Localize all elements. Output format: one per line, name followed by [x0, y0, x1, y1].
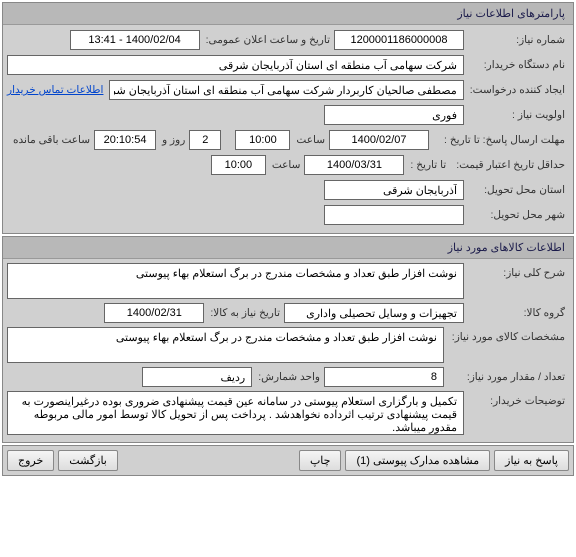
- unit-label: واحد شمارش:: [252, 371, 324, 383]
- group-label: گروه کالا:: [464, 307, 569, 319]
- validity-date-field: [304, 155, 404, 175]
- exit-button[interactable]: خروج: [7, 450, 54, 471]
- deadline-time-label: ساعت: [290, 134, 329, 146]
- validity-label: حداقل تاریخ اعتبار قیمت:: [450, 159, 569, 171]
- deadline-date-field: [329, 130, 429, 150]
- priority-label: اولویت نیاز :: [464, 109, 569, 121]
- org-label: نام دستگاه خریدار:: [464, 59, 569, 71]
- announce-label: تاریخ و ساعت اعلان عمومی:: [200, 34, 334, 46]
- validity-to-label: تا تاریخ :: [404, 159, 450, 171]
- attachments-button[interactable]: مشاهده مدارک پیوستی (1): [345, 450, 490, 471]
- validity-time-field: [211, 155, 266, 175]
- back-button[interactable]: بازگشت: [58, 450, 118, 471]
- announce-field: [70, 30, 200, 50]
- delivery-city-label: شهر محل تحویل:: [464, 209, 569, 221]
- delivery-city-field: [324, 205, 464, 225]
- recv-date-field: [104, 303, 204, 323]
- spec-label: مشخصات کالای مورد نیاز:: [444, 327, 569, 343]
- deadline-time-field: [235, 130, 290, 150]
- respond-button[interactable]: پاسخ به نیاز: [494, 450, 569, 471]
- priority-field: [324, 105, 464, 125]
- need-params-panel: پارامترهای اطلاعات نیاز شماره نیاز: تاری…: [2, 2, 574, 234]
- desc-field: [7, 263, 464, 299]
- creator-label: ایجاد کننده درخواست:: [464, 84, 569, 96]
- delivery-prov-label: استان محل تحویل:: [464, 184, 569, 196]
- deadline-label: مهلت ارسال پاسخ: تا تاریخ :: [429, 134, 569, 146]
- goods-info-panel: اطلاعات کالاهای مورد نیاز شرح کلی نیاز: …: [2, 236, 574, 443]
- button-bar: پاسخ به نیاز مشاهده مدارک پیوستی (1) چاپ…: [2, 445, 574, 476]
- remain-label: ساعت باقی مانده: [7, 134, 94, 146]
- panel2-title: اطلاعات کالاهای مورد نیاز: [3, 237, 573, 259]
- qty-field: [324, 367, 444, 387]
- validity-time-label: ساعت: [266, 159, 305, 171]
- notes-label: توضیحات خریدار:: [464, 391, 569, 407]
- days-left-field: [189, 130, 221, 150]
- need-no-label: شماره نیاز:: [464, 34, 569, 46]
- panel1-title: پارامترهای اطلاعات نیاز: [3, 3, 573, 25]
- contact-link[interactable]: اطلاعات تماس خریدار: [7, 84, 103, 96]
- print-button[interactable]: چاپ: [299, 450, 342, 471]
- spec-field: [7, 327, 444, 363]
- group-field: [284, 303, 464, 323]
- day-label: روز و: [156, 134, 189, 146]
- creator-field: [109, 80, 463, 100]
- countdown-field: [94, 130, 156, 150]
- notes-field: [7, 391, 464, 435]
- org-field: [7, 55, 464, 75]
- need-no-field: [334, 30, 464, 50]
- unit-field: [142, 367, 252, 387]
- desc-label: شرح کلی نیاز:: [464, 263, 569, 279]
- delivery-prov-field: [324, 180, 464, 200]
- qty-label: تعداد / مقدار مورد نیاز:: [444, 371, 569, 383]
- recv-date-label: تاریخ نیاز به کالا:: [204, 307, 284, 319]
